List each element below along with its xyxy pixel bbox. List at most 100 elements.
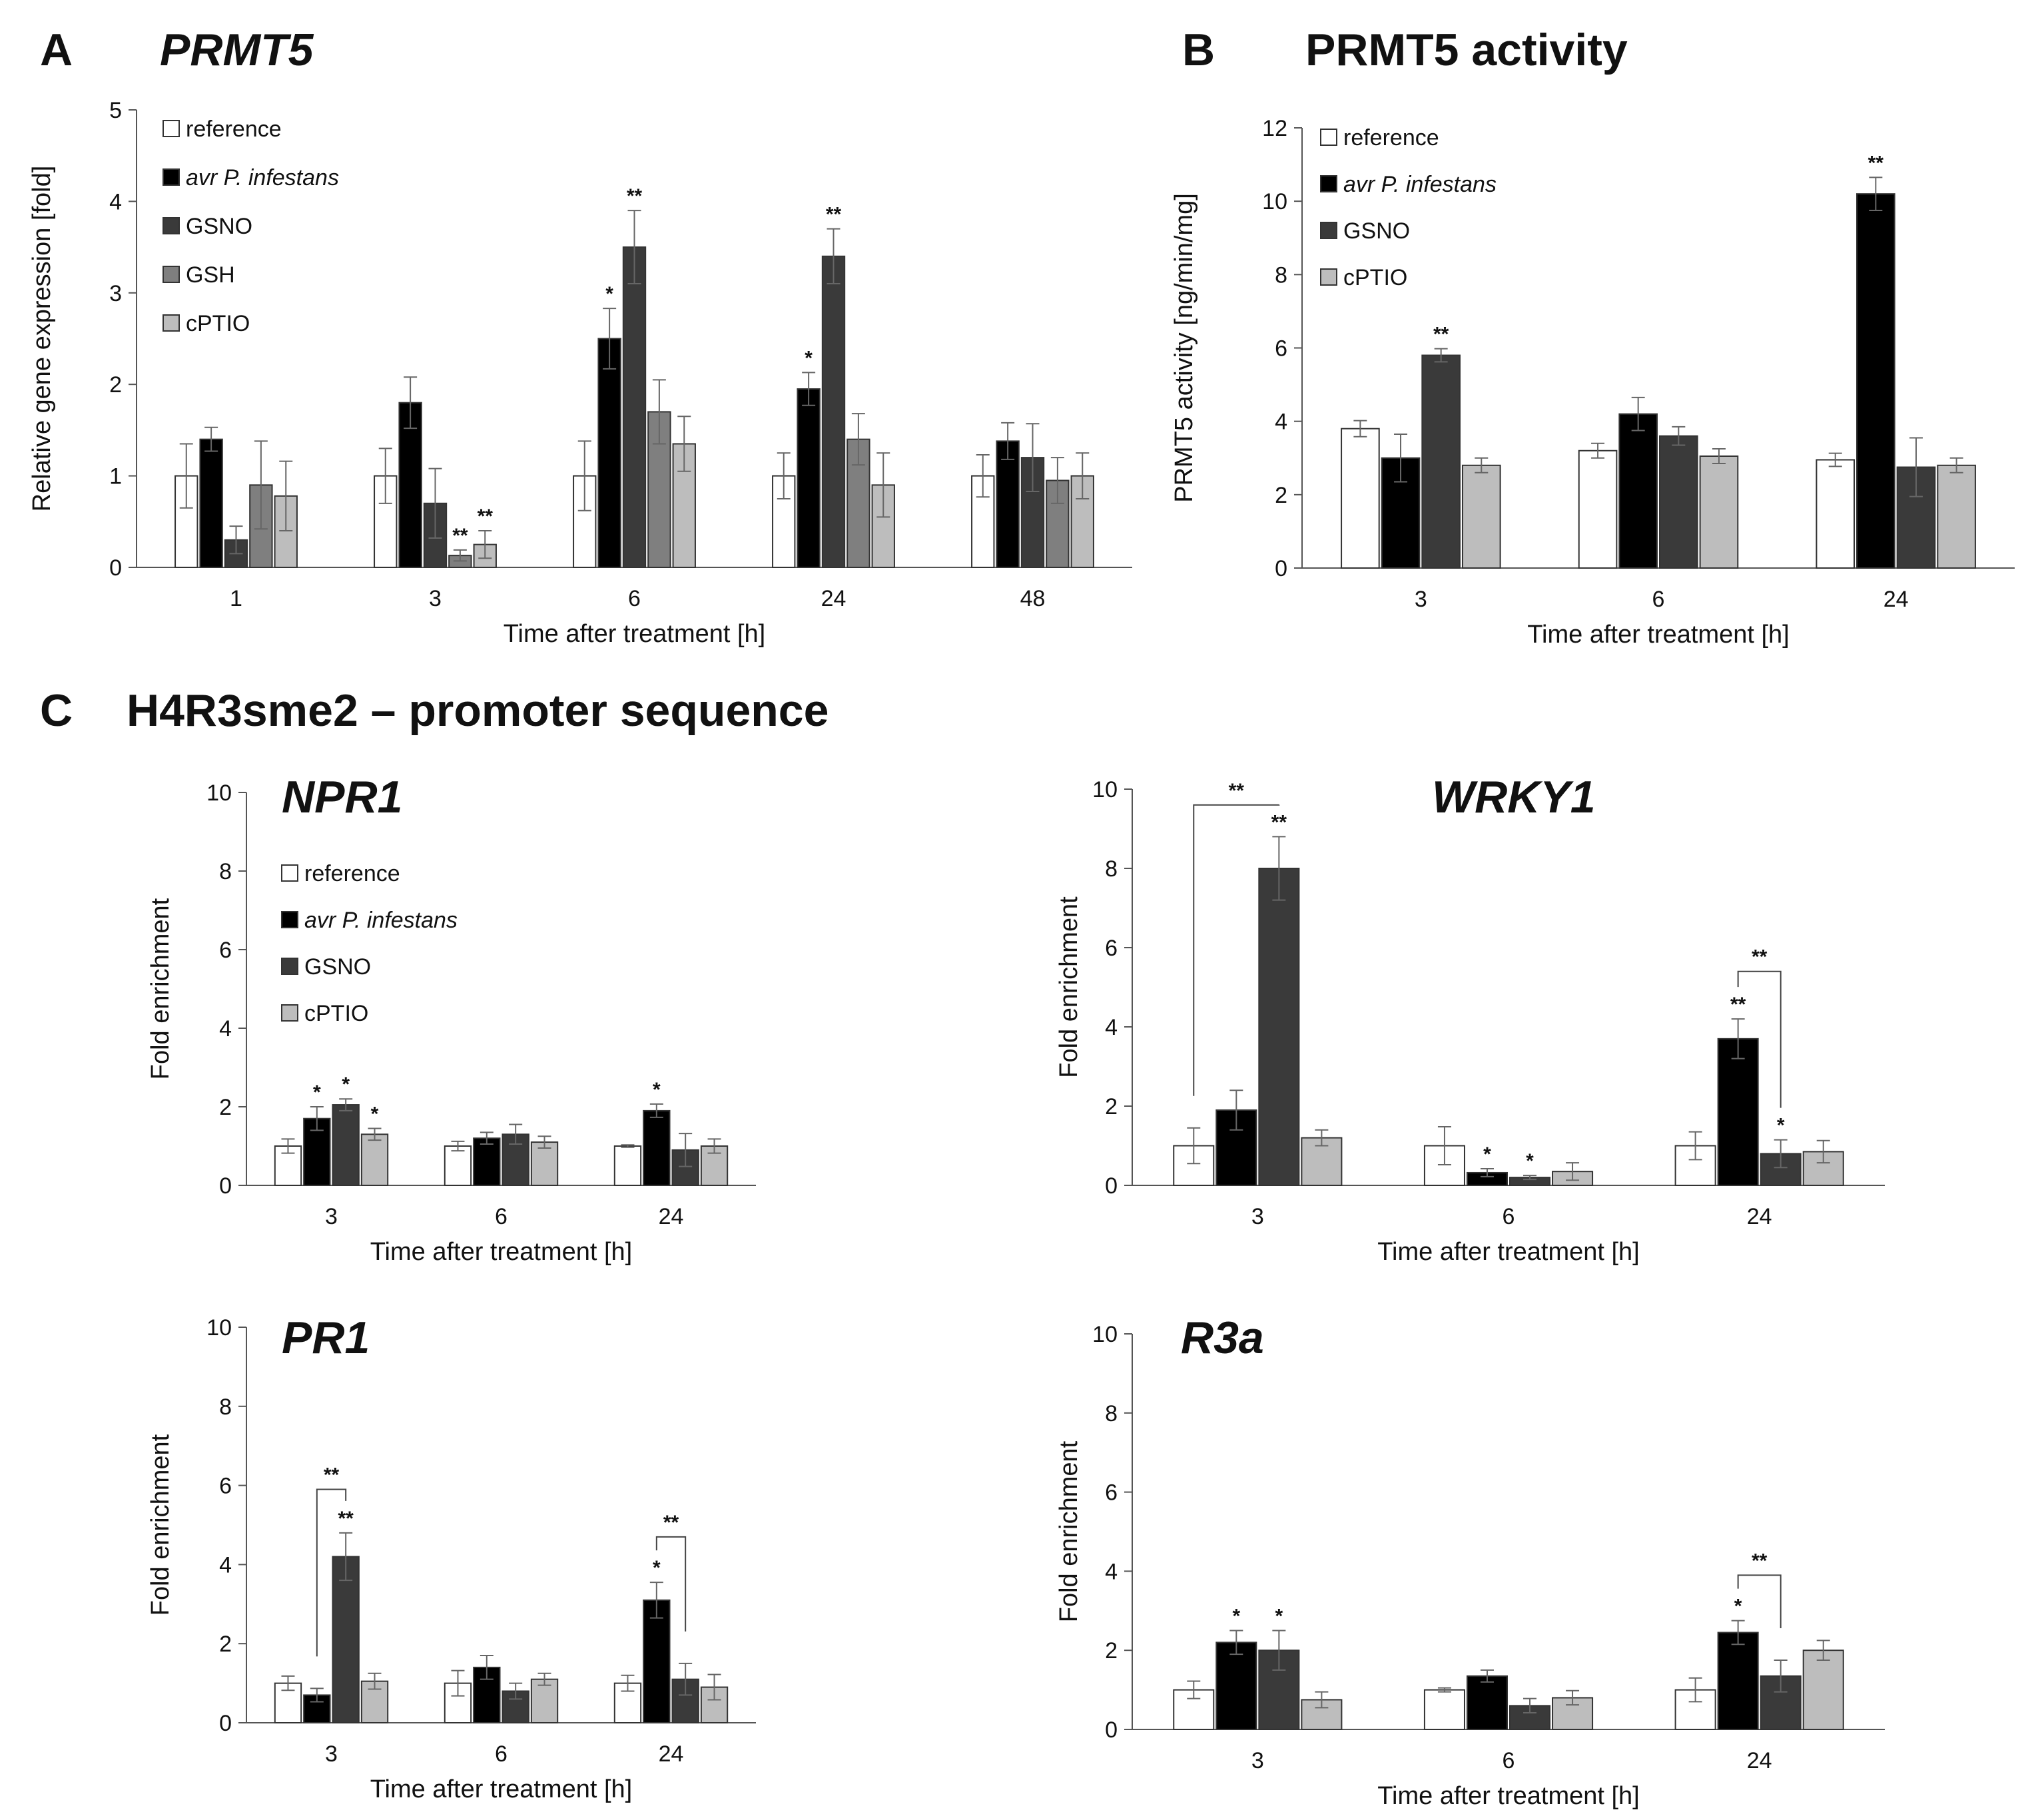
pr1-y-tick-label: 10 xyxy=(206,1315,232,1341)
a-y-tick-label: 4 xyxy=(109,189,122,214)
npr1-y-axis-label: Fold enrichment xyxy=(147,898,174,1079)
b-bar-0-1 xyxy=(1578,450,1618,569)
a-sig-label: ** xyxy=(452,525,468,547)
wrky1-y-tick-label: 2 xyxy=(1105,1094,1118,1119)
r3a-chart-title: R3a xyxy=(1181,1313,1264,1363)
npr1-sig-label: * xyxy=(653,1079,661,1101)
r3a-x-tick-label: 24 xyxy=(1747,1748,1772,1773)
npr1-y-tick-label: 4 xyxy=(219,1016,232,1042)
wrky1-sig-label: ** xyxy=(1730,994,1746,1016)
npr1-bar-0-1 xyxy=(444,1145,472,1186)
panel-c-letter: C xyxy=(40,685,73,736)
r3a-bar-0-1 xyxy=(1423,1689,1465,1731)
a-x-tick-label: 3 xyxy=(429,586,442,611)
pr1-chart-title: PR1 xyxy=(282,1313,370,1363)
pr1-significance-bracket xyxy=(655,1536,687,1632)
r3a-y-axis-label: Fold enrichment xyxy=(1055,1440,1083,1622)
wrky1-significance-bracket xyxy=(1193,804,1280,1096)
pr1-y-tick-label: 6 xyxy=(219,1474,232,1499)
b-legend-swatch xyxy=(1320,129,1337,146)
r3a-y-tick-label: 4 xyxy=(1105,1559,1118,1584)
npr1-sig-label: * xyxy=(371,1103,379,1125)
b-bar-2-0 xyxy=(1421,354,1461,569)
pr1-y-tick-label: 2 xyxy=(219,1632,232,1657)
wrky1-sig-label: * xyxy=(1526,1150,1534,1172)
a-x-axis-label: Time after treatment [h] xyxy=(504,620,766,648)
r3a-sig-label: * xyxy=(1734,1596,1742,1618)
pr1-bar-2-2 xyxy=(671,1678,699,1723)
b-x-tick-label: 3 xyxy=(1415,587,1427,612)
npr1-y-tick-label: 6 xyxy=(219,938,232,963)
wrky1-bar-2-0 xyxy=(1258,868,1300,1186)
r3a-y-tick-label: 6 xyxy=(1105,1480,1118,1506)
a-bar-2-2 xyxy=(622,246,647,568)
pr1-x-tick-label: 24 xyxy=(659,1741,684,1767)
npr1-y-tick-label: 8 xyxy=(219,859,232,884)
r3a-sig-label: * xyxy=(1275,1606,1283,1628)
r3a-x-axis-label: Time after treatment [h] xyxy=(1377,1782,1640,1810)
wrky1-sig-label: * xyxy=(1483,1143,1491,1165)
a-legend-label: GSNO xyxy=(186,214,252,239)
npr1-bar-1-1 xyxy=(473,1137,501,1186)
b-y-tick-label: 6 xyxy=(1275,336,1287,362)
r3a-bar-1-0 xyxy=(1215,1642,1257,1731)
wrky1-sig-label: ** xyxy=(1271,811,1287,833)
npr1-legend-swatch xyxy=(281,864,298,882)
r3a-bar-1-1 xyxy=(1466,1675,1508,1731)
a-legend-label: avr P. infestans xyxy=(186,165,339,190)
r3a-bar-1-2 xyxy=(1717,1632,1759,1730)
r3a-bracket-label: ** xyxy=(1752,1550,1768,1572)
pr1-bracket-label: ** xyxy=(663,1512,679,1534)
npr1-legend-label: avr P. infestans xyxy=(304,908,458,933)
b-y-tick-label: 8 xyxy=(1275,262,1287,288)
a-y-tick-label: 3 xyxy=(109,281,122,306)
npr1-chart-title: NPR1 xyxy=(282,772,402,822)
npr1-legend-label: reference xyxy=(304,861,400,886)
wrky1-y-tick-label: 6 xyxy=(1105,936,1118,961)
pr1-y-tick-label: 4 xyxy=(219,1552,232,1578)
b-legend-label: avr P. infestans xyxy=(1343,172,1497,197)
b-legend-label: GSNO xyxy=(1343,218,1410,244)
wrky1-x-axis-label: Time after treatment [h] xyxy=(1377,1238,1640,1266)
a-legend-swatch xyxy=(163,168,180,186)
npr1-sig-label: * xyxy=(313,1081,321,1103)
a-y-tick-label: 2 xyxy=(109,372,122,398)
b-legend-label: reference xyxy=(1343,125,1439,151)
npr1-y-tick-label: 10 xyxy=(206,780,232,806)
npr1-x-tick-label: 6 xyxy=(495,1204,508,1229)
b-legend-swatch xyxy=(1320,222,1337,239)
wrky1-y-tick-label: 10 xyxy=(1092,777,1118,802)
a-legend-swatch xyxy=(163,314,180,332)
b-y-tick-label: 0 xyxy=(1275,556,1287,581)
wrky1-x-tick-label: 3 xyxy=(1251,1204,1264,1229)
a-bar-1-3 xyxy=(797,388,821,568)
pr1-x-tick-label: 6 xyxy=(495,1741,508,1767)
wrky1-y-tick-label: 0 xyxy=(1105,1173,1118,1199)
panel-b-letter: B xyxy=(1182,25,1215,75)
panel-b-title: PRMT5 activity xyxy=(1305,25,1628,75)
b-x-axis-label: Time after treatment [h] xyxy=(1527,621,1790,649)
npr1-legend-swatch xyxy=(281,911,298,928)
npr1-sig-label: * xyxy=(342,1073,350,1095)
wrky1-x-tick-label: 24 xyxy=(1747,1204,1772,1229)
npr1-bar-3-1 xyxy=(530,1141,559,1186)
npr1-legend-swatch xyxy=(281,958,298,975)
b-legend-swatch xyxy=(1320,175,1337,192)
wrky1-bracket-label: ** xyxy=(1752,946,1768,968)
b-bar-1-2 xyxy=(1856,193,1895,569)
a-bar-1-2 xyxy=(597,338,621,568)
b-bar-1-1 xyxy=(1618,413,1658,569)
npr1-legend-label: cPTIO xyxy=(304,1001,368,1026)
a-sig-label: ** xyxy=(627,185,643,207)
r3a-y-tick-label: 0 xyxy=(1105,1717,1118,1743)
a-x-tick-label: 48 xyxy=(1020,586,1046,611)
r3a-y-tick-label: 2 xyxy=(1105,1638,1118,1664)
r3a-sig-label: * xyxy=(1232,1606,1240,1628)
b-x-tick-label: 6 xyxy=(1652,587,1665,612)
pr1-significance-bracket xyxy=(316,1488,347,1657)
a-bar-1-4 xyxy=(996,440,1020,568)
pr1-x-tick-label: 3 xyxy=(325,1741,338,1767)
a-bar-1-0 xyxy=(199,438,223,569)
r3a-y-tick-label: 10 xyxy=(1092,1322,1118,1347)
a-legend-label: GSH xyxy=(186,262,235,288)
